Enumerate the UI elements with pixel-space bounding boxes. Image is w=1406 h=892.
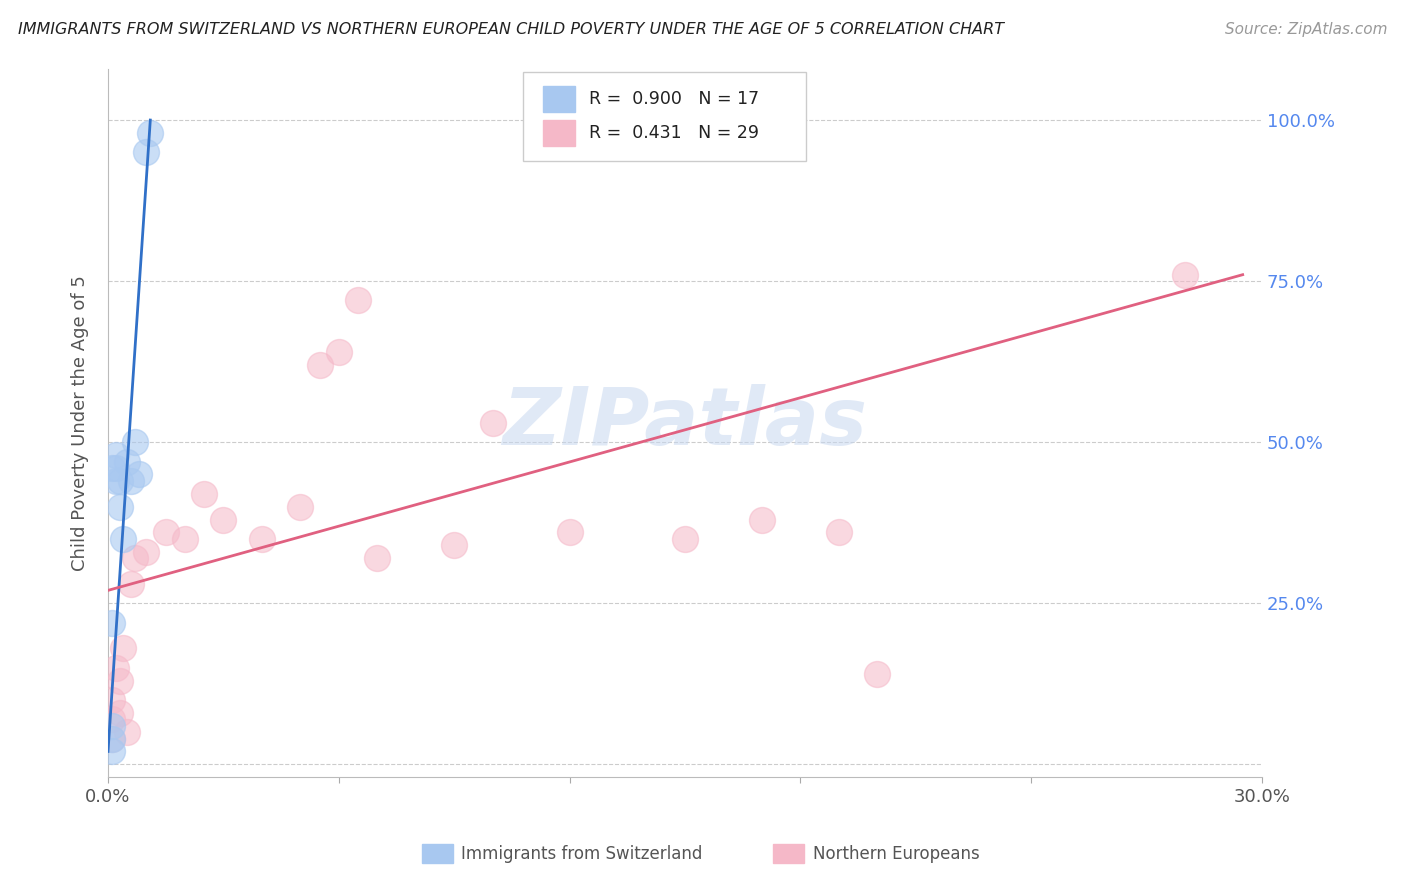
Point bbox=[104, 448, 127, 462]
Point bbox=[481, 416, 503, 430]
Text: Immigrants from Switzerland: Immigrants from Switzerland bbox=[461, 845, 703, 863]
FancyBboxPatch shape bbox=[543, 86, 575, 112]
Point bbox=[193, 487, 215, 501]
Point bbox=[128, 467, 150, 482]
Point bbox=[443, 538, 465, 552]
Point bbox=[120, 577, 142, 591]
Point bbox=[108, 500, 131, 514]
FancyBboxPatch shape bbox=[523, 72, 806, 161]
Point bbox=[101, 731, 124, 746]
Point bbox=[112, 532, 135, 546]
Point bbox=[558, 525, 581, 540]
Point bbox=[139, 126, 162, 140]
Point bbox=[174, 532, 197, 546]
Point bbox=[101, 712, 124, 726]
Y-axis label: Child Poverty Under the Age of 5: Child Poverty Under the Age of 5 bbox=[72, 275, 89, 571]
Point bbox=[124, 435, 146, 450]
Point bbox=[751, 512, 773, 526]
Point bbox=[1174, 268, 1197, 282]
Point bbox=[108, 673, 131, 688]
Point bbox=[135, 545, 157, 559]
Point bbox=[124, 551, 146, 566]
Point bbox=[866, 667, 889, 681]
Point bbox=[328, 345, 350, 359]
Text: Source: ZipAtlas.com: Source: ZipAtlas.com bbox=[1225, 22, 1388, 37]
Point bbox=[115, 725, 138, 739]
Point bbox=[250, 532, 273, 546]
Point bbox=[104, 461, 127, 475]
Point bbox=[101, 731, 124, 746]
FancyBboxPatch shape bbox=[543, 120, 575, 146]
Point bbox=[101, 719, 124, 733]
Point bbox=[290, 500, 312, 514]
Point bbox=[104, 474, 127, 488]
Text: R =  0.900   N = 17: R = 0.900 N = 17 bbox=[589, 90, 759, 108]
Point bbox=[673, 532, 696, 546]
Point bbox=[101, 615, 124, 630]
Point bbox=[101, 461, 124, 475]
Point bbox=[155, 525, 177, 540]
Text: IMMIGRANTS FROM SWITZERLAND VS NORTHERN EUROPEAN CHILD POVERTY UNDER THE AGE OF : IMMIGRANTS FROM SWITZERLAND VS NORTHERN … bbox=[18, 22, 1004, 37]
Point bbox=[135, 145, 157, 160]
Point bbox=[308, 358, 330, 372]
Point bbox=[115, 454, 138, 468]
Point bbox=[101, 744, 124, 758]
Point bbox=[212, 512, 235, 526]
Point bbox=[347, 293, 370, 308]
Text: Northern Europeans: Northern Europeans bbox=[813, 845, 980, 863]
Point bbox=[112, 641, 135, 656]
Text: ZIPatlas: ZIPatlas bbox=[502, 384, 868, 462]
Point bbox=[828, 525, 851, 540]
Point bbox=[104, 661, 127, 675]
Point bbox=[108, 474, 131, 488]
Point bbox=[366, 551, 388, 566]
Point bbox=[108, 706, 131, 720]
Text: R =  0.431   N = 29: R = 0.431 N = 29 bbox=[589, 124, 759, 142]
Point bbox=[101, 693, 124, 707]
Point bbox=[120, 474, 142, 488]
